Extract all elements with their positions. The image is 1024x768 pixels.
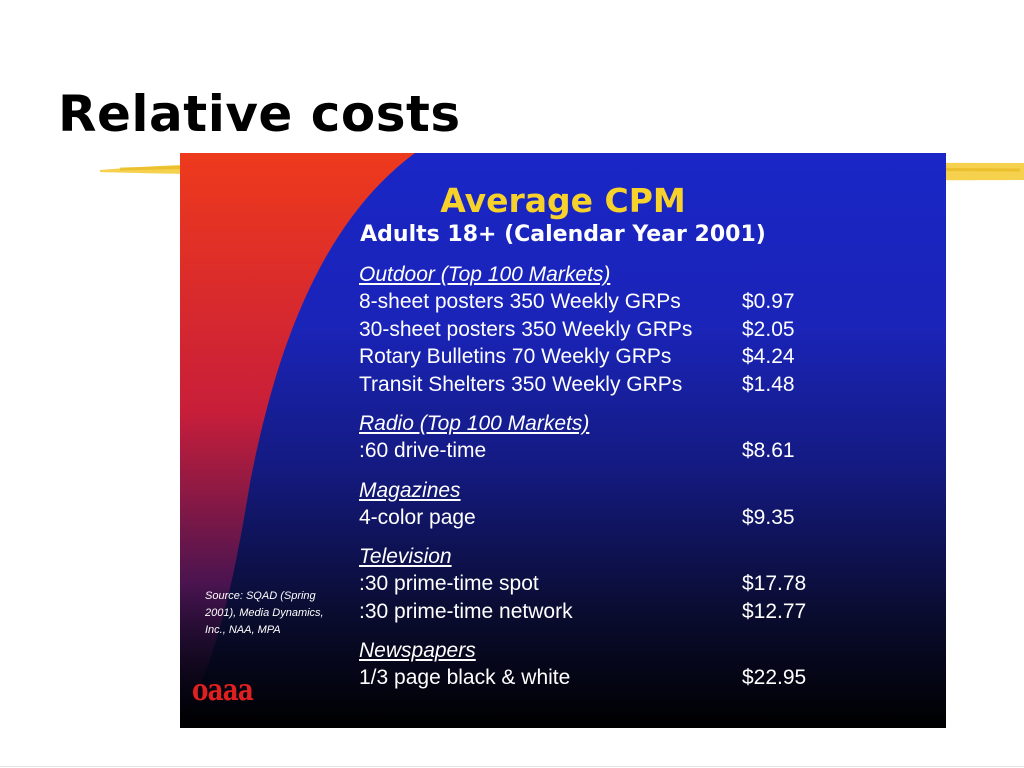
row-value: $0.97 xyxy=(742,290,795,313)
panel-subtitle: Adults 18+ (Calendar Year 2001) xyxy=(360,222,766,247)
row-label: :30 prime-time network xyxy=(359,599,573,623)
row-label: 4-color page xyxy=(359,505,476,529)
row-value: $12.77 xyxy=(742,599,807,623)
section-outdoor: Outdoor (Top 100 Markets) 8-sheet poster… xyxy=(359,261,819,398)
row-value: $22.95 xyxy=(742,666,807,689)
slide-bottom-divider xyxy=(0,766,1024,767)
row-value: $4.24 xyxy=(742,345,795,368)
section-radio: Radio (Top 100 Markets) :60 drive-time $8… xyxy=(359,410,819,465)
section-television: Television :30 prime-time spot $17.78 :30… xyxy=(359,543,819,625)
cpm-panel: Average CPM Adults 18+ (Calendar Year 20… xyxy=(180,153,946,728)
section-heading: Outdoor (Top 100 Markets) xyxy=(359,263,611,286)
table-row: :30 prime-time spot $17.78 xyxy=(359,570,819,598)
slide-title: Relative costs xyxy=(58,85,461,143)
table-row: :60 drive-time $8.61 xyxy=(359,437,819,465)
row-label: :60 drive-time xyxy=(359,439,487,462)
row-value: $9.35 xyxy=(742,505,795,529)
table-row: 8-sheet posters 350 Weekly GRPs $0.97 xyxy=(359,288,819,316)
row-label: 30-sheet posters 350 Weekly GRPs xyxy=(359,317,693,341)
table-row: 4-color page $9.35 xyxy=(359,504,819,532)
row-value: $17.78 xyxy=(742,572,807,595)
row-label: 8-sheet posters 350 Weekly GRPs xyxy=(359,290,681,313)
oaaa-logo: oaaa xyxy=(192,673,254,708)
panel-title: Average CPM xyxy=(440,181,686,220)
row-label: :30 prime-time spot xyxy=(359,572,539,595)
source-note: Source: SQAD (Spring 2001), Media Dynami… xyxy=(205,590,324,636)
row-label: Rotary Bulletins 70 Weekly GRPs xyxy=(359,345,672,368)
row-value: $8.61 xyxy=(742,439,795,462)
section-newspapers: Newspapers 1/3 page black & white $22.95 xyxy=(359,637,819,692)
table-row: 30-sheet posters 350 Weekly GRPs $2.05 xyxy=(359,316,819,344)
table-row: Transit Shelters 350 Weekly GRPs $1.48 xyxy=(359,371,819,399)
table-row: Rotary Bulletins 70 Weekly GRPs $4.24 xyxy=(359,343,819,371)
section-heading: Television xyxy=(359,545,452,568)
red-swoosh xyxy=(180,153,415,728)
table-row: 1/3 page black & white $22.95 xyxy=(359,664,819,692)
section-heading: Newspapers xyxy=(359,639,476,662)
row-value: $2.05 xyxy=(742,317,795,341)
cpm-table: Outdoor (Top 100 Markets) 8-sheet poster… xyxy=(359,261,819,704)
section-heading: Magazines xyxy=(359,478,461,502)
row-label: 1/3 page black & white xyxy=(359,666,571,689)
row-label: Transit Shelters 350 Weekly GRPs xyxy=(359,372,683,396)
section-magazines: Magazines 4-color page $9.35 xyxy=(359,477,819,532)
table-row: :30 prime-time network $12.77 xyxy=(359,598,819,626)
section-heading: Radio (Top 100 Markets) xyxy=(359,412,590,435)
row-value: $1.48 xyxy=(742,372,795,396)
